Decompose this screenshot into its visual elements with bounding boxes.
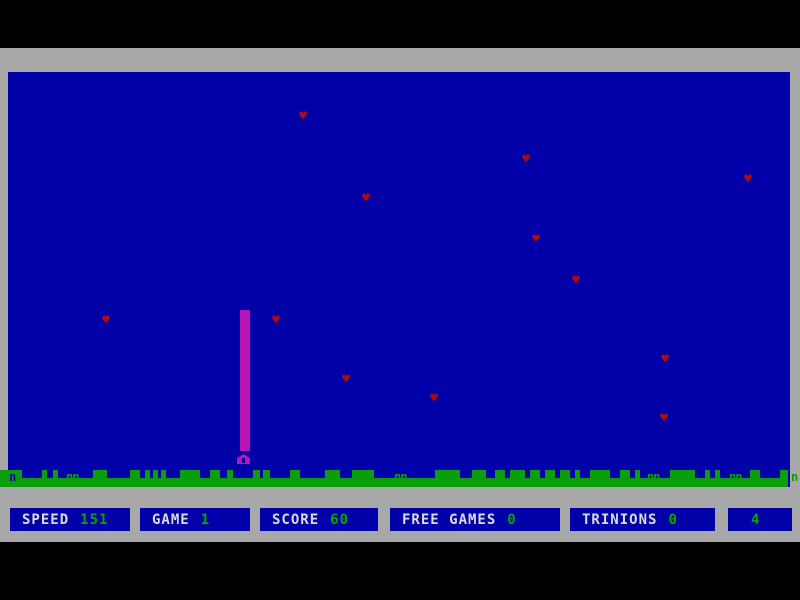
ground-tower [53,470,58,478]
status-value-free-games: 0 [507,511,517,528]
ground-tower [210,470,220,478]
status-value-trinions: 0 [668,511,678,528]
ground-glyph: nn [66,470,79,484]
ground-tower [435,470,460,478]
ground-tower [635,470,640,478]
status-label-score: SCORE [272,511,320,528]
playfield[interactable] [8,72,790,487]
ground-tower [670,470,695,478]
heart-sprite: ♥ [102,313,110,328]
heart-sprite: ♥ [744,172,752,187]
energy-beam [240,310,250,451]
player-turret[interactable] [237,454,250,464]
ground-tower [227,470,233,478]
ground-glyph: n [9,470,16,484]
ground-tower [705,470,710,478]
status-panel-extra: 4 [728,508,792,531]
status-bar: SPEED 151 GAME 1 SCORE 60 FREE GAMES 0 TRINIONS 0… [0,508,800,531]
heart-sprite: ♥ [430,391,438,406]
ground-base-strip [0,478,788,487]
ground-tower [545,470,555,478]
heart-sprite: ♥ [299,109,307,124]
status-panel-free-games: FREE GAMES 0 [390,508,560,531]
ground-glyph: nn [647,470,660,484]
ground-glyph: n [791,470,798,484]
letterbox-bottom [0,542,800,600]
ground-tower [325,470,340,478]
status-panel-speed: SPEED 151 [10,508,130,531]
heart-sprite: ♥ [362,191,370,206]
status-label-speed: SPEED [22,511,70,528]
status-label-free-games: FREE GAMES [402,511,497,528]
ground-tower [590,470,610,478]
status-panel-game: GAME 1 [140,508,250,531]
ground-tower [510,470,525,478]
heart-sprite: ♥ [532,232,540,247]
ground-tower [715,470,720,478]
ground-tower [620,470,630,478]
status-label-game: GAME [152,511,190,528]
ground-tower [130,470,140,478]
turret-hole [242,458,245,463]
ground-tower [145,470,150,478]
ground-tower [750,470,760,478]
heart-sprite: ♥ [572,273,580,288]
ground-pattern: n nn nn nn nn n [0,470,800,487]
heart-sprite: ♥ [660,411,668,426]
letterbox-top [0,0,800,48]
heart-sprite: ♥ [522,152,530,167]
ground-tower [263,470,270,478]
ground-tower [290,470,300,478]
status-value-speed: 151 [80,511,109,528]
ground-tower [253,470,260,478]
status-value-game: 1 [200,511,211,528]
ground-tower [161,470,166,478]
ground-tower [780,470,788,478]
status-label-trinions: TRINIONS [582,511,658,528]
ground-tower [560,470,570,478]
status-panel-trinions: TRINIONS 0 [570,508,715,531]
ground-tower [530,470,540,478]
ground-tower [472,470,486,478]
ground-tower [495,470,505,478]
status-value-extra: 4 [751,511,761,528]
ground-tower [153,470,158,478]
heart-sprite: ♥ [661,352,669,367]
status-panel-score: SCORE 60 [260,508,378,531]
ground-tower [93,470,107,478]
ground-tower [352,470,374,478]
heart-sprite: ♥ [342,372,350,387]
status-value-score: 60 [330,511,350,528]
ground-tower [42,470,47,478]
ground-tower [575,470,580,478]
ground-tower [0,470,22,478]
ground-glyph: nn [394,470,407,484]
heart-sprite: ♥ [272,313,280,328]
ground-tower [180,470,200,478]
ground-glyph: nn [729,470,742,484]
